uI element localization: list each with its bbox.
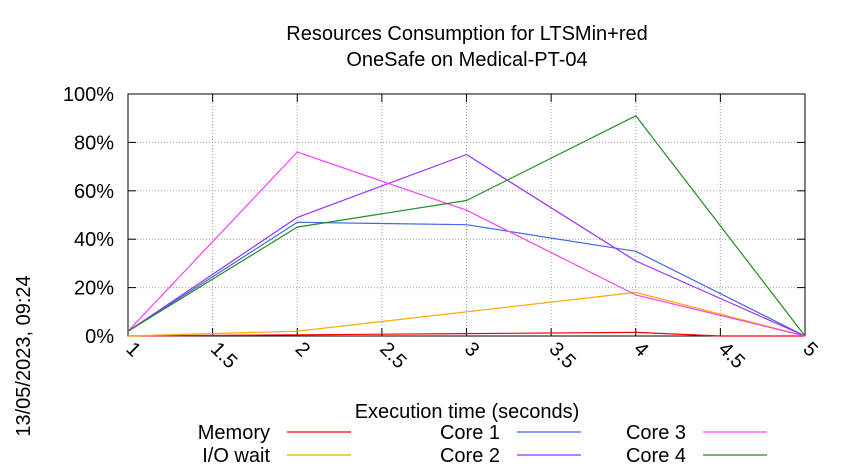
x-tick-label: 1 [121, 338, 144, 361]
legend-label-i-o-wait: I/O wait [202, 445, 270, 467]
x-tick-label: 1.5 [206, 338, 241, 373]
x-tick-label: 2 [291, 338, 314, 361]
legend-label-core-3: Core 3 [626, 422, 686, 444]
chart-title-line-1: Resources Consumption for LTSMin+red [286, 23, 647, 45]
series-line-core-3 [127, 151, 806, 337]
x-tick-label: 3 [460, 338, 483, 361]
chart-title-line-2: OneSafe on Medical-PT-04 [346, 49, 587, 71]
legend-label-memory: Memory [198, 422, 270, 444]
x-tick-label: 2.5 [375, 338, 410, 373]
x-axis-label: Execution time (seconds) [355, 401, 580, 423]
y-tick-label: 60% [74, 181, 114, 203]
y-tick-label: 20% [74, 278, 114, 300]
y-tick-label: 100% [63, 84, 114, 106]
grid [128, 94, 805, 336]
series-line-i-o-wait [127, 291, 806, 337]
series-line-core-4 [127, 115, 806, 337]
series-line-core-2 [127, 153, 806, 337]
legend-label-core-1: Core 1 [440, 422, 500, 444]
series-line-core-1 [127, 221, 806, 337]
x-tick-label: 3.5 [545, 338, 580, 373]
legend-label-core-4: Core 4 [626, 445, 686, 467]
series-line-memory [127, 331, 805, 337]
timestamp-label: 13/05/2023, 09:24 [13, 275, 35, 436]
legend-label-core-2: Core 2 [440, 445, 500, 467]
x-tick-label: 4.5 [714, 338, 749, 373]
x-tick-label: 4 [629, 338, 652, 361]
y-tick-label: 80% [74, 132, 114, 154]
series-lines [127, 115, 806, 337]
y-tick-label: 0% [85, 326, 114, 348]
chart-title: Resources Consumption for LTSMin+red One… [286, 23, 647, 71]
axes: 0% 20% 40% 60% 80% 100% 1 1.5 2 2.5 3 3.5 4 4.5 5 [63, 84, 822, 373]
y-tick-label: 40% [74, 229, 114, 251]
x-tick-label: 5 [798, 338, 821, 361]
